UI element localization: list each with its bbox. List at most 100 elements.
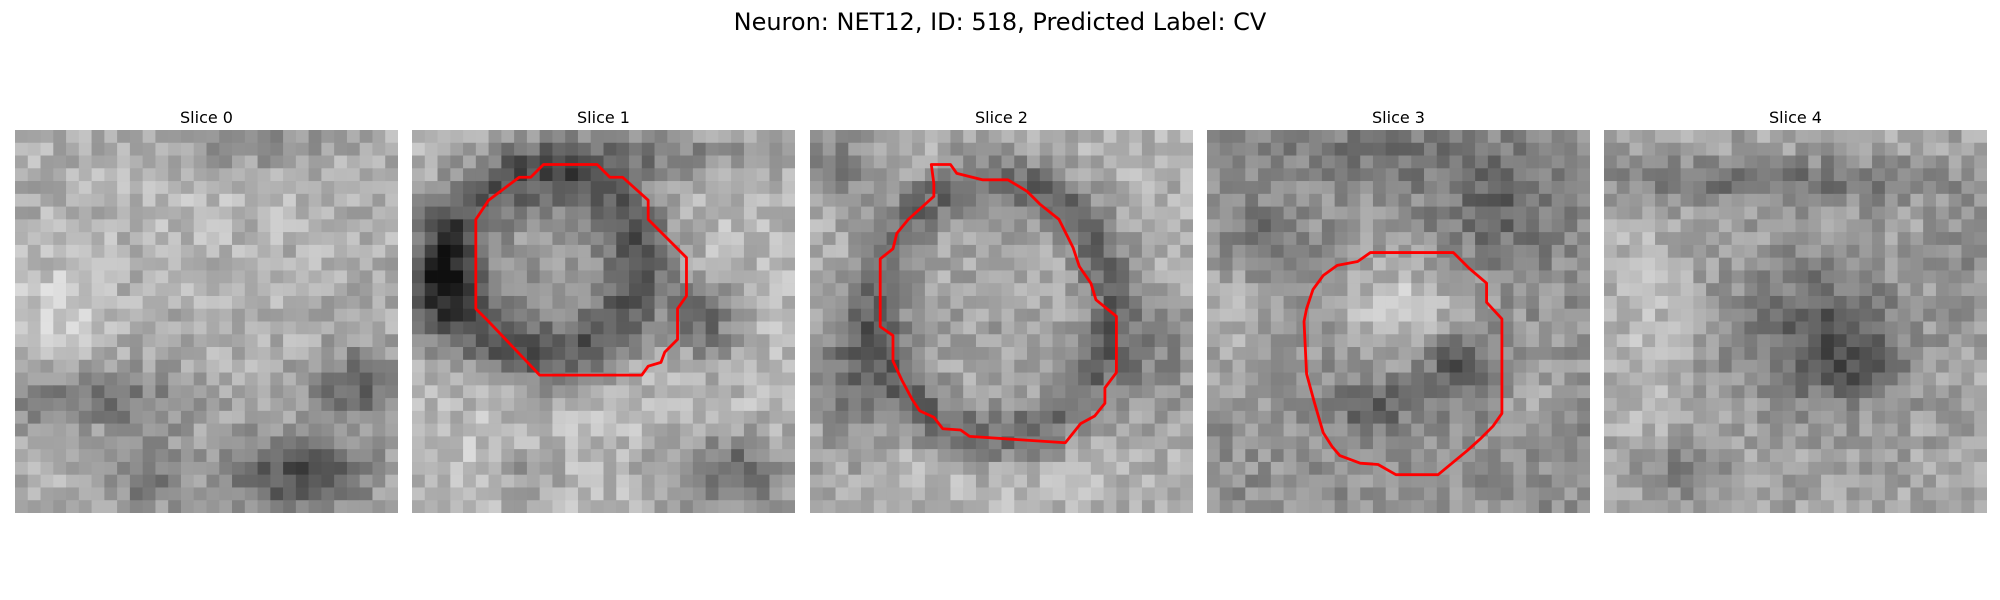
pixel	[1386, 258, 1399, 271]
pixel	[66, 270, 79, 283]
pixel	[989, 245, 1002, 258]
pixel	[372, 219, 385, 232]
pixel	[1104, 487, 1117, 500]
pixel	[130, 270, 143, 283]
pixel	[1002, 207, 1015, 220]
pixel	[347, 156, 360, 169]
pixel	[1411, 181, 1424, 194]
pixel	[1974, 424, 1987, 437]
pixel	[334, 207, 347, 220]
pixel	[1360, 334, 1373, 347]
pixel	[655, 385, 668, 398]
pixel	[219, 143, 232, 156]
pixel	[489, 462, 502, 475]
pixel	[1872, 436, 1885, 449]
pixel	[450, 373, 463, 386]
pixel	[372, 232, 385, 245]
pixel	[1577, 475, 1590, 488]
pixel	[53, 373, 66, 386]
pixel	[1462, 449, 1475, 462]
pixel	[757, 411, 770, 424]
pixel	[706, 462, 719, 475]
pixel	[1027, 475, 1040, 488]
pixel	[552, 219, 565, 232]
pixel	[283, 360, 296, 373]
pixel	[1706, 462, 1719, 475]
pixel	[104, 156, 117, 169]
pixel	[1859, 462, 1872, 475]
pixel	[718, 385, 731, 398]
pixel	[143, 398, 156, 411]
pixel	[296, 283, 309, 296]
pixel	[117, 360, 130, 373]
pixel	[283, 385, 296, 398]
pixel	[1834, 258, 1847, 271]
pixel	[450, 296, 463, 309]
pixel	[1642, 449, 1655, 462]
pixel	[1437, 360, 1450, 373]
pixel	[1065, 411, 1078, 424]
pixel	[1296, 411, 1309, 424]
pixel	[245, 411, 258, 424]
pixel	[1155, 334, 1168, 347]
pixel	[1296, 232, 1309, 245]
pixel	[219, 232, 232, 245]
pixel	[92, 334, 105, 347]
pixel	[1424, 168, 1437, 181]
pixel	[347, 462, 360, 475]
pixel	[757, 283, 770, 296]
pixel	[591, 449, 604, 462]
pixel	[950, 130, 963, 143]
pixel	[1488, 487, 1501, 500]
pixel	[258, 219, 271, 232]
pixel	[1693, 347, 1706, 360]
pixel	[1245, 309, 1258, 322]
pixel	[450, 283, 463, 296]
pixel	[989, 270, 1002, 283]
pixel	[207, 156, 220, 169]
pixel	[680, 360, 693, 373]
pixel	[1706, 385, 1719, 398]
pixel	[1898, 219, 1911, 232]
pixel	[1847, 143, 1860, 156]
pixel	[1974, 143, 1987, 156]
pixel	[976, 181, 989, 194]
pixel	[757, 270, 770, 283]
pixel	[1296, 270, 1309, 283]
pixel	[1245, 411, 1258, 424]
pixel	[989, 309, 1002, 322]
pixel	[1936, 411, 1949, 424]
pixel	[1821, 130, 1834, 143]
pixel	[1681, 296, 1694, 309]
pixel	[1309, 168, 1322, 181]
pixel	[385, 360, 398, 373]
pixel	[489, 207, 502, 220]
pixel	[1783, 258, 1796, 271]
pixel	[1526, 270, 1539, 283]
pixel	[1936, 181, 1949, 194]
pixel	[1770, 194, 1783, 207]
pixel	[1386, 168, 1399, 181]
pixel	[1347, 347, 1360, 360]
pixel	[1053, 156, 1066, 169]
pixel	[1091, 143, 1104, 156]
pixel	[887, 309, 900, 322]
pixel	[616, 207, 629, 220]
pixel	[155, 283, 168, 296]
pixel	[718, 207, 731, 220]
pixel	[565, 385, 578, 398]
pixel	[1347, 270, 1360, 283]
pixel	[1386, 194, 1399, 207]
pixel	[1424, 347, 1437, 360]
pixel	[270, 436, 283, 449]
pixel	[950, 207, 963, 220]
pixel	[769, 373, 782, 386]
pixel	[1885, 270, 1898, 283]
pixel	[1411, 143, 1424, 156]
pixel	[1974, 385, 1987, 398]
pixel	[616, 245, 629, 258]
pixel	[1335, 194, 1348, 207]
pixel	[1437, 436, 1450, 449]
pixel	[667, 194, 680, 207]
pixel	[1373, 347, 1386, 360]
